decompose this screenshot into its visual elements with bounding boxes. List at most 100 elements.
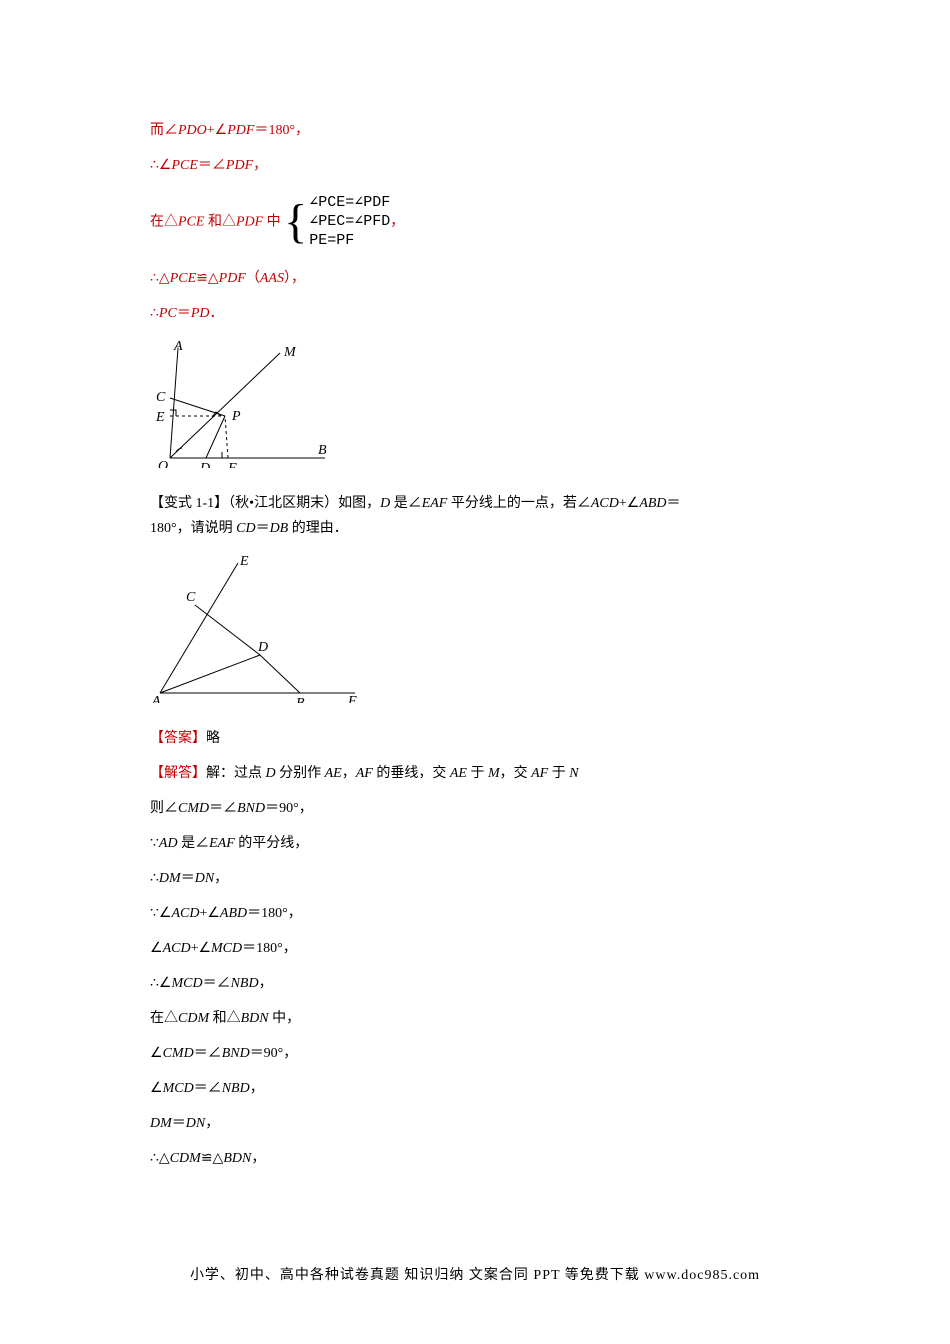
bdn: BDN (223, 1151, 251, 1166)
dm: DM (150, 1116, 172, 1131)
tri-pdf: PDF (236, 214, 263, 229)
text: ≌△ (201, 1151, 224, 1166)
text: ＝∠ (203, 976, 231, 991)
text: ＝ (177, 306, 191, 321)
label-f: F (347, 694, 357, 703)
text: 的理由． (288, 521, 348, 536)
figure-2: E C D A B F (150, 553, 800, 710)
text: ， (251, 1151, 265, 1166)
text: 于 (548, 766, 569, 781)
pt-m: M (488, 766, 500, 781)
angle-acd: ACD (591, 496, 619, 511)
text: ， (253, 158, 267, 173)
text: 中 (263, 214, 281, 229)
text: ∴∠ (150, 976, 171, 991)
abd: ABD (220, 906, 247, 921)
label-a: A (173, 339, 183, 354)
text: ， (259, 976, 273, 991)
text: ∴△ (150, 271, 170, 286)
sol-step-10: DM＝DN， (150, 1113, 800, 1134)
sol-step-2: ∵AD 是∠EAF 的平分线， (150, 833, 800, 854)
cd: CD (236, 521, 255, 536)
text: ， (250, 1081, 264, 1096)
angle-pdf: PDF (227, 123, 254, 138)
bnd: BND (222, 1046, 250, 1061)
label-e: E (155, 410, 165, 425)
text: ＝ (181, 871, 195, 886)
text: ∴ (150, 306, 159, 321)
angle-pdo: PDO (178, 123, 207, 138)
text: ＝∠ (194, 1046, 222, 1061)
sol-step-1: 则∠CMD＝∠BND＝90°， (150, 798, 800, 819)
acd: ACD (163, 941, 191, 956)
proof-line-4: ∴△PCE≌△PDF（AAS）， (150, 268, 800, 289)
label-d: D (199, 461, 210, 468)
cdm: CDM (170, 1151, 201, 1166)
text: 和△ (209, 1011, 241, 1026)
af2: AF (531, 766, 548, 781)
angle-eaf: EAF (422, 496, 448, 511)
sol-step-8: ∠CMD＝∠BND＝90°， (150, 1043, 800, 1064)
label-b: B (318, 443, 327, 458)
eaf: EAF (209, 836, 235, 851)
dn: DN (186, 1116, 205, 1131)
text: +∠ (199, 906, 219, 921)
solution-label: 【解答】 (150, 766, 206, 781)
brace-icon: { (284, 198, 307, 246)
text: ≌△ (196, 271, 219, 286)
pd: PD (191, 306, 210, 321)
angle-pdf: PDF (226, 158, 253, 173)
answer-label: 【答案】 (150, 731, 206, 746)
mcd: MCD (171, 976, 202, 991)
text: ＝90°， (265, 801, 313, 816)
text: 的平分线， (235, 836, 309, 851)
cond-2: ∠PEC=∠PFD (309, 213, 390, 232)
sol-step-3: ∴DM＝DN， (150, 868, 800, 889)
aas: AAS (260, 271, 284, 286)
text: 则∠ (150, 801, 178, 816)
text: ＝∠ (198, 158, 226, 173)
sol-step-4: ∵∠ACD+∠ABD＝180°， (150, 903, 800, 924)
proof-line-1: 而∠PDO+∠PDF＝180°， (150, 120, 800, 141)
variant-problem: 【变式 1-1】（秋•江北区期末）如图，D 是∠EAF 平分线上的一点，若∠AC… (150, 493, 800, 514)
mcd: MCD (211, 941, 242, 956)
proof-line-5: ∴PC＝PD． (150, 303, 800, 324)
text: 在△ (150, 214, 178, 229)
text: 180°，请说明 (150, 521, 236, 536)
pc: PC (159, 306, 177, 321)
bdn: BDN (241, 1011, 269, 1026)
text: ＝∠ (194, 1081, 222, 1096)
text: 解：过点 (206, 766, 266, 781)
footer-text: 小学、初中、高中各种试卷真题 知识归纳 文案合同 PPT 等免费下载 www.d… (190, 1268, 760, 1283)
answer-body: 略 (206, 731, 220, 746)
sol-step-11: ∴△CDM≌△BDN， (150, 1148, 800, 1169)
bnd: BND (237, 801, 265, 816)
af: AF (356, 766, 373, 781)
text: ， (342, 766, 356, 781)
angle-pce: PCE (171, 158, 197, 173)
cmd: CMD (178, 801, 209, 816)
text: ，交 (500, 766, 532, 781)
text: 在△ (150, 1011, 178, 1026)
text: ， (214, 871, 228, 886)
text: ）， (284, 271, 305, 286)
text: ∴∠ (150, 158, 171, 173)
label-o: O (158, 459, 168, 468)
ae2: AE (450, 766, 467, 781)
label-a: A (151, 694, 161, 703)
page-footer: 小学、初中、高中各种试卷真题 知识归纳 文案合同 PPT 等免费下载 www.d… (0, 1264, 950, 1284)
label-m: M (283, 345, 297, 360)
proof-line-2: ∴∠PCE＝∠PDF， (150, 155, 800, 176)
dn: DN (195, 871, 214, 886)
sol-step-6: ∴∠MCD＝∠NBD， (150, 973, 800, 994)
text: ∴ (150, 871, 159, 886)
variant-problem-2: 180°，请说明 CD＝DB 的理由． (150, 518, 800, 539)
figure-2-svg: E C D A B F (150, 553, 360, 703)
cond-1: ∠PCE=∠PDF (309, 194, 390, 213)
pt-d: D (266, 766, 276, 781)
text: ． (209, 306, 223, 321)
acd: ACD (171, 906, 199, 921)
text: 中， (269, 1011, 301, 1026)
nbd: NBD (231, 976, 259, 991)
dm: DM (159, 871, 181, 886)
